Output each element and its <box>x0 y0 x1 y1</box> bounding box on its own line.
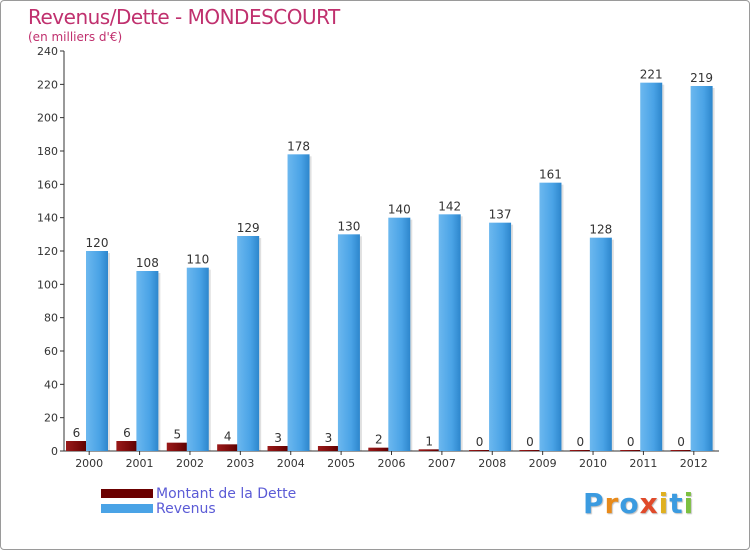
data-label-revenus: 161 <box>539 168 562 182</box>
bar-revenus <box>186 267 209 451</box>
x-tick-label: 2002 <box>176 457 204 470</box>
data-label-dette: 1 <box>425 434 433 448</box>
bar-revenus <box>539 182 562 451</box>
data-label-revenus: 140 <box>388 203 411 217</box>
bar-dette <box>368 447 390 451</box>
data-label-revenus: 142 <box>438 199 461 213</box>
bar-dette <box>166 442 188 451</box>
logo-letter: i <box>683 487 695 520</box>
data-labels: 6 120 6 108 5 110 4 129 3 178 3 130 2 140 1 142 0 137 0 161… <box>73 68 713 449</box>
bar-revenus <box>237 236 260 451</box>
x-tick-label: 2005 <box>327 457 355 470</box>
bar-revenus <box>388 217 411 451</box>
proxiti-logo: Proxiti <box>583 487 694 520</box>
x-tick-label: 2010 <box>579 457 607 470</box>
legend-swatch-dette <box>101 489 153 498</box>
x-tick-label: 2000 <box>75 457 103 470</box>
data-label-dette: 3 <box>325 431 333 445</box>
chart-subtitle: (en milliers d'€) <box>28 30 123 44</box>
data-label-dette: 0 <box>577 435 585 449</box>
bar-dette <box>670 450 692 451</box>
bar-dette <box>116 441 138 451</box>
legend-label-revenus: Revenus <box>156 501 216 517</box>
bar-dette <box>317 446 339 451</box>
data-label-dette: 2 <box>375 433 383 447</box>
logo-letter: P <box>583 487 605 520</box>
bar-revenus <box>690 86 713 451</box>
y-tick-label: 60 <box>44 345 58 358</box>
data-label-dette: 5 <box>173 428 181 442</box>
data-label-dette: 6 <box>123 426 131 440</box>
data-label-dette: 3 <box>274 431 282 445</box>
data-label-revenus: 129 <box>237 221 260 235</box>
legend-label-dette: Montant de la Dette <box>156 486 297 502</box>
data-label-dette: 0 <box>526 435 534 449</box>
logo-letter: x <box>639 487 659 520</box>
data-label-dette: 6 <box>73 426 81 440</box>
data-label-dette: 0 <box>677 435 685 449</box>
bar-revenus <box>337 234 360 451</box>
bar-revenus <box>287 154 310 452</box>
y-tick-label: 160 <box>37 178 58 191</box>
y-tick-label: 180 <box>37 145 58 158</box>
y-tick-label: 200 <box>37 112 58 125</box>
y-tick-label: 20 <box>44 412 58 425</box>
bar-dette <box>519 450 541 451</box>
y-tick-label: 100 <box>37 278 58 291</box>
bar-dette <box>620 450 642 451</box>
bar-revenus <box>136 271 159 451</box>
bar-dette <box>66 441 87 451</box>
bar-dette <box>418 449 440 451</box>
y-tick-label: 80 <box>44 312 58 325</box>
bar-revenus <box>86 251 108 451</box>
y-tick-label: 0 <box>51 445 58 458</box>
logo-letter: i <box>658 487 670 520</box>
data-label-revenus: 130 <box>337 219 360 233</box>
x-tick-label: 2011 <box>629 457 657 470</box>
data-label-dette: 4 <box>224 429 232 443</box>
x-tick-label: 2001 <box>126 457 154 470</box>
x-tick-label: 2007 <box>428 457 456 470</box>
x-tick-label: 2003 <box>226 457 254 470</box>
bar-dette <box>267 446 289 451</box>
x-tick-label: 2004 <box>277 457 305 470</box>
y-tick-label: 240 <box>37 45 58 58</box>
bar-revenus <box>589 237 612 451</box>
bar-revenus <box>489 222 512 451</box>
chart-title: Revenus/Dette - MONDESCOURT <box>28 5 340 29</box>
x-tick-label: 2006 <box>378 457 406 470</box>
bar-revenus <box>438 214 461 451</box>
logo-letter: t <box>669 487 684 520</box>
bar-dette <box>569 450 591 451</box>
data-label-revenus: 137 <box>489 208 512 222</box>
bar-dette <box>217 444 239 451</box>
data-label-revenus: 221 <box>640 68 663 82</box>
data-label-revenus: 108 <box>136 256 159 270</box>
data-label-revenus: 128 <box>589 223 612 237</box>
bar-dette <box>469 450 491 451</box>
y-tick-label: 140 <box>37 212 58 225</box>
legend-swatch-revenus <box>101 504 153 513</box>
data-label-revenus: 219 <box>690 71 713 85</box>
bar-revenus <box>640 82 663 452</box>
y-tick-label: 120 <box>37 245 58 258</box>
data-label-revenus: 110 <box>186 253 209 267</box>
logo-letter: o <box>619 487 640 520</box>
data-label-revenus: 120 <box>86 236 109 250</box>
x-tick-label: 2009 <box>529 457 557 470</box>
data-label-dette: 0 <box>627 435 635 449</box>
x-tick-label: 2008 <box>478 457 506 470</box>
y-tick-label: 220 <box>37 78 58 91</box>
logo-letter: r <box>604 487 620 520</box>
bars <box>66 82 715 452</box>
data-label-dette: 0 <box>476 435 484 449</box>
y-tick-label: 40 <box>44 378 58 391</box>
x-tick-label: 2012 <box>680 457 708 470</box>
data-label-revenus: 178 <box>287 139 310 153</box>
